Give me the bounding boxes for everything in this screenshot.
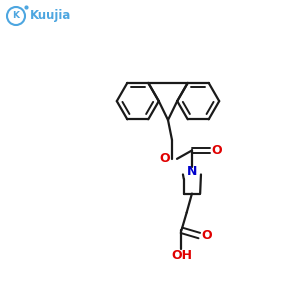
Text: O: O [212, 144, 222, 157]
Text: OH: OH [171, 249, 192, 262]
Text: O: O [160, 152, 170, 165]
Text: Kuujia: Kuujia [30, 10, 71, 22]
Text: K: K [12, 11, 19, 20]
Text: N: N [187, 165, 197, 178]
Text: O: O [201, 229, 211, 242]
